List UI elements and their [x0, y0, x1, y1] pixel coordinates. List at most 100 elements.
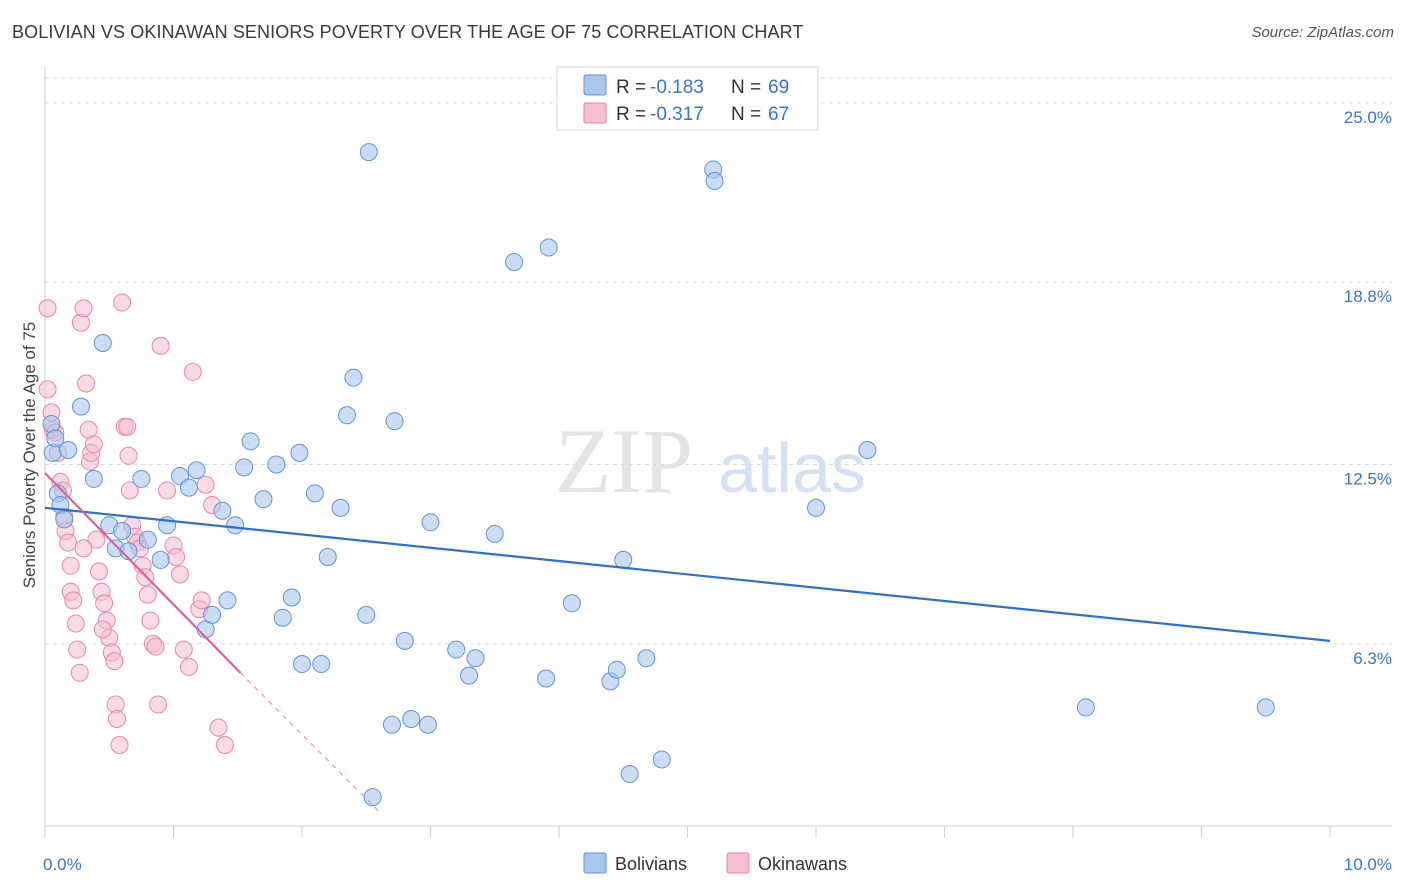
okinawans-point [61, 556, 80, 575]
bolivians-point [46, 429, 65, 448]
x-tick-label: 0.0% [43, 855, 82, 874]
axes: 6.3% 12.5% 18.8% 25.0% 0.0% 10.0% [43, 67, 1392, 874]
okinawans-point [151, 336, 170, 355]
chart-title: BOLIVIAN VS OKINAWAN SENIORS POVERTY OVE… [12, 22, 804, 42]
bolivians-point [273, 608, 292, 627]
okinawans-trend-extension [239, 672, 380, 812]
bolivians-point [93, 333, 112, 352]
bottom-legend-swatch-okinawans [726, 852, 750, 874]
bolivians-point [395, 631, 414, 650]
y-tick-label: 12.5% [1344, 469, 1392, 488]
okinawans-point [64, 591, 83, 610]
bolivians-point [402, 709, 421, 728]
okinawans-point [215, 736, 234, 755]
bolivians-point [132, 469, 151, 488]
legend-n-value-bolivians: 69 [768, 77, 789, 98]
bolivians-point [59, 441, 78, 459]
okinawans-point [138, 585, 157, 604]
okinawans-point [136, 568, 155, 587]
bolivians-point [418, 715, 437, 734]
bolivians-point [1076, 698, 1095, 717]
bolivians-point [318, 548, 337, 567]
okinawans-point [74, 539, 93, 558]
okinawans-point [68, 640, 87, 659]
bolivians-point [55, 510, 74, 529]
okinawans-point [149, 695, 168, 714]
okinawans-point [87, 530, 106, 549]
okinawans-point [66, 614, 85, 633]
okinawans-trend-line [44, 472, 242, 674]
okinawans-point [105, 652, 124, 671]
legend-r-value-okinawans: -0.317 [650, 104, 704, 125]
okinawans-point [196, 475, 215, 494]
bolivians-point [113, 521, 132, 540]
bolivians-point [84, 469, 103, 488]
okinawans-point [179, 657, 198, 676]
okinawans-point [192, 591, 211, 610]
okinawans-point [209, 718, 228, 737]
watermark-zip: ZIP [555, 410, 693, 512]
bolivians-point [620, 764, 639, 783]
okinawans-point [167, 548, 186, 567]
okinawans-point [183, 362, 202, 381]
okinawans-point [70, 663, 89, 682]
y-tick-label: 6.3% [1353, 649, 1392, 668]
top-legend: R = -0.183 N = 69 R = -0.317 N = 67 [556, 66, 819, 131]
bolivians-point [179, 478, 198, 497]
bolivians-points [42, 143, 1275, 807]
okinawans-point [77, 374, 96, 393]
trend-lines [44, 472, 1331, 812]
source-label: Source: ZipAtlas.com [1251, 24, 1394, 41]
okinawans-point [170, 565, 189, 584]
bolivians-point [293, 655, 311, 674]
bolivians-point [151, 550, 170, 569]
bolivians-point [466, 649, 485, 668]
okinawans-point [141, 611, 160, 630]
y-tick-label: 25.0% [1344, 108, 1392, 127]
okinawans-point [118, 417, 137, 436]
bolivians-point [254, 490, 273, 509]
y-axis-label: Seniors Poverty Over the Age of 75 [20, 322, 39, 588]
bolivians-point [203, 605, 222, 624]
bolivians-point [359, 143, 378, 162]
bolivians-point [363, 788, 382, 807]
bottom-legend-label-okinawans: Okinawans [758, 854, 847, 874]
bolivians-point [305, 484, 324, 503]
okinawans-point [113, 293, 132, 312]
okinawans-point [119, 446, 138, 465]
bolivians-point [614, 550, 633, 569]
bolivians-point [607, 660, 626, 679]
bolivians-point [539, 238, 558, 257]
bolivians-point [385, 412, 404, 431]
bolivians-point [312, 655, 331, 674]
okinawans-point [74, 299, 93, 318]
bolivians-point [213, 501, 232, 520]
bolivians-point [337, 406, 356, 425]
bolivians-point [421, 513, 440, 532]
okinawans-point [110, 736, 129, 755]
okinawans-point [84, 435, 103, 454]
bottom-legend-label-bolivians: Bolivians [615, 854, 687, 874]
legend-r-value-bolivians: -0.183 [650, 77, 704, 98]
okinawans-point [38, 380, 57, 399]
bolivians-point [282, 588, 301, 607]
bolivians-point [562, 594, 581, 613]
bolivians-point [505, 253, 524, 271]
bolivians-point [226, 516, 245, 535]
okinawans-point [38, 299, 57, 318]
legend-n-value-okinawans: 67 [768, 104, 789, 125]
okinawans-points [38, 293, 234, 755]
legend-n-label-2: N = [731, 104, 761, 125]
bolivians-point [460, 666, 479, 685]
bolivians-point [1256, 698, 1275, 717]
okinawans-point [59, 533, 78, 552]
bolivians-point [382, 715, 401, 734]
okinawans-point [89, 562, 108, 581]
bolivians-point [71, 397, 90, 416]
x-tick-label: 10.0% [1344, 855, 1392, 874]
bolivians-point [357, 605, 376, 624]
legend-swatch-bolivians [583, 74, 607, 96]
legend-r-label-1: R = [616, 77, 646, 98]
bottom-legend-swatch-bolivians [583, 852, 607, 874]
